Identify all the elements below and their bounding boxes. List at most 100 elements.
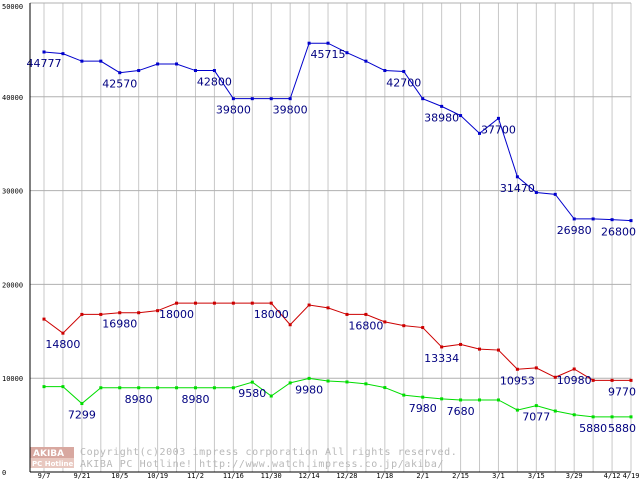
data-label: 26800 bbox=[601, 226, 636, 239]
data-point bbox=[459, 342, 463, 346]
data-label: 7299 bbox=[68, 409, 96, 422]
data-label: 14800 bbox=[45, 338, 80, 351]
copyright-text: Copyright(c)2003 impress corporation All… bbox=[80, 447, 457, 458]
data-point bbox=[269, 394, 273, 398]
data-point bbox=[421, 326, 425, 330]
x-tick-label: 11/16 bbox=[223, 472, 244, 480]
data-label: 38980 bbox=[424, 111, 459, 124]
data-label: 18000 bbox=[254, 308, 289, 321]
data-point bbox=[496, 348, 500, 352]
data-point bbox=[307, 376, 311, 380]
x-tick-label: 12/14 bbox=[299, 472, 320, 480]
data-point bbox=[175, 386, 179, 390]
x-tick-label: 9/21 bbox=[73, 472, 90, 480]
y-axis-ticks: 0 10000 20000 30000 40000 50000 bbox=[2, 3, 23, 477]
data-label: 37700 bbox=[481, 123, 516, 136]
data-point bbox=[364, 59, 368, 63]
data-point bbox=[118, 71, 122, 75]
data-point bbox=[118, 311, 122, 315]
data-point bbox=[383, 69, 387, 73]
x-tick-label: 11/2 bbox=[187, 472, 204, 480]
data-label: 39800 bbox=[273, 104, 308, 117]
y-tick-label: 10000 bbox=[2, 375, 23, 383]
data-point bbox=[80, 402, 84, 406]
series-line bbox=[43, 302, 631, 381]
data-point bbox=[137, 69, 141, 73]
y-tick-label: 30000 bbox=[2, 188, 23, 196]
data-label: 5880 bbox=[608, 422, 636, 435]
data-point bbox=[61, 331, 65, 335]
data-point bbox=[231, 301, 235, 305]
x-tick-label: 3/29 bbox=[566, 472, 583, 480]
data-point bbox=[42, 317, 46, 321]
data-label: 9580 bbox=[238, 387, 266, 400]
data-point bbox=[402, 69, 406, 73]
data-label: 5880 bbox=[579, 422, 607, 435]
data-point bbox=[440, 397, 444, 401]
data-point bbox=[478, 131, 482, 135]
data-point bbox=[383, 386, 387, 390]
x-tick-label: 9/7 bbox=[38, 472, 51, 480]
data-labels-layer: 44777 42570 42800 39800 39800 45715 42700 38980… bbox=[27, 48, 637, 435]
data-label: 7980 bbox=[409, 402, 437, 415]
pc-hotline-logo-text: PC Hotline bbox=[32, 460, 74, 468]
data-point bbox=[572, 413, 576, 417]
data-point bbox=[402, 324, 406, 328]
data-point bbox=[193, 386, 197, 390]
data-label: 26980 bbox=[557, 224, 592, 237]
data-point bbox=[515, 408, 519, 412]
y-tick-label: 0 bbox=[2, 469, 6, 477]
data-point bbox=[610, 218, 614, 222]
y-tick-label: 20000 bbox=[2, 281, 23, 289]
data-label: 31470 bbox=[500, 182, 535, 195]
data-label: 16800 bbox=[348, 319, 383, 332]
data-point bbox=[156, 386, 160, 390]
x-tick-label: 2/15 bbox=[452, 472, 469, 480]
watermark: AKIBA PC Hotline Copyright(c)2003 impres… bbox=[30, 447, 457, 470]
data-point bbox=[496, 398, 500, 402]
site-url-text: AKIBA PC Hotline! http://www.watch.impre… bbox=[80, 459, 444, 470]
data-point bbox=[345, 312, 349, 316]
data-label: 8980 bbox=[125, 393, 153, 406]
data-label: 9980 bbox=[295, 383, 323, 396]
data-point bbox=[307, 303, 311, 307]
data-label: 16980 bbox=[102, 318, 137, 331]
data-point bbox=[534, 404, 538, 408]
data-point bbox=[156, 62, 160, 66]
data-point bbox=[610, 415, 614, 419]
data-point bbox=[364, 382, 368, 386]
data-point bbox=[61, 52, 65, 56]
data-point bbox=[572, 217, 576, 221]
akiba-logo-text: AKIBA bbox=[33, 449, 64, 459]
data-label: 10953 bbox=[500, 374, 535, 387]
data-point bbox=[212, 386, 216, 390]
data-point bbox=[459, 114, 463, 118]
data-point bbox=[553, 192, 557, 196]
data-point bbox=[515, 367, 519, 371]
x-tick-label: 1/18 bbox=[376, 472, 393, 480]
data-point bbox=[459, 398, 463, 402]
data-label: 44777 bbox=[27, 57, 62, 70]
data-label: 7680 bbox=[447, 405, 475, 418]
x-tick-label: 11/30 bbox=[261, 472, 282, 480]
data-point bbox=[42, 50, 46, 54]
data-point bbox=[99, 386, 103, 390]
data-point bbox=[193, 69, 197, 73]
data-point bbox=[99, 312, 103, 316]
data-point bbox=[591, 378, 595, 382]
data-point bbox=[288, 323, 292, 327]
x-tick-label: 2/1 bbox=[416, 472, 429, 480]
y-tick-label: 40000 bbox=[2, 94, 23, 102]
data-point bbox=[80, 312, 84, 316]
data-point bbox=[629, 219, 633, 223]
data-point bbox=[478, 398, 482, 402]
data-point bbox=[231, 386, 235, 390]
data-point bbox=[250, 380, 254, 384]
data-point bbox=[212, 301, 216, 305]
data-point bbox=[307, 41, 311, 45]
data-point bbox=[515, 175, 519, 179]
data-point bbox=[572, 367, 576, 371]
akiba-logo-bottom bbox=[30, 458, 74, 468]
x-tick-label: 10/19 bbox=[147, 472, 168, 480]
data-point bbox=[137, 386, 141, 390]
